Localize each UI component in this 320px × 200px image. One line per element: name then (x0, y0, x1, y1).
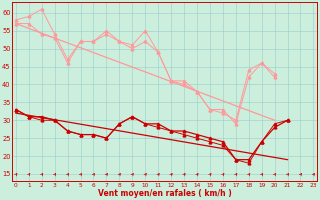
X-axis label: Vent moyen/en rafales ( km/h ): Vent moyen/en rafales ( km/h ) (98, 189, 232, 198)
